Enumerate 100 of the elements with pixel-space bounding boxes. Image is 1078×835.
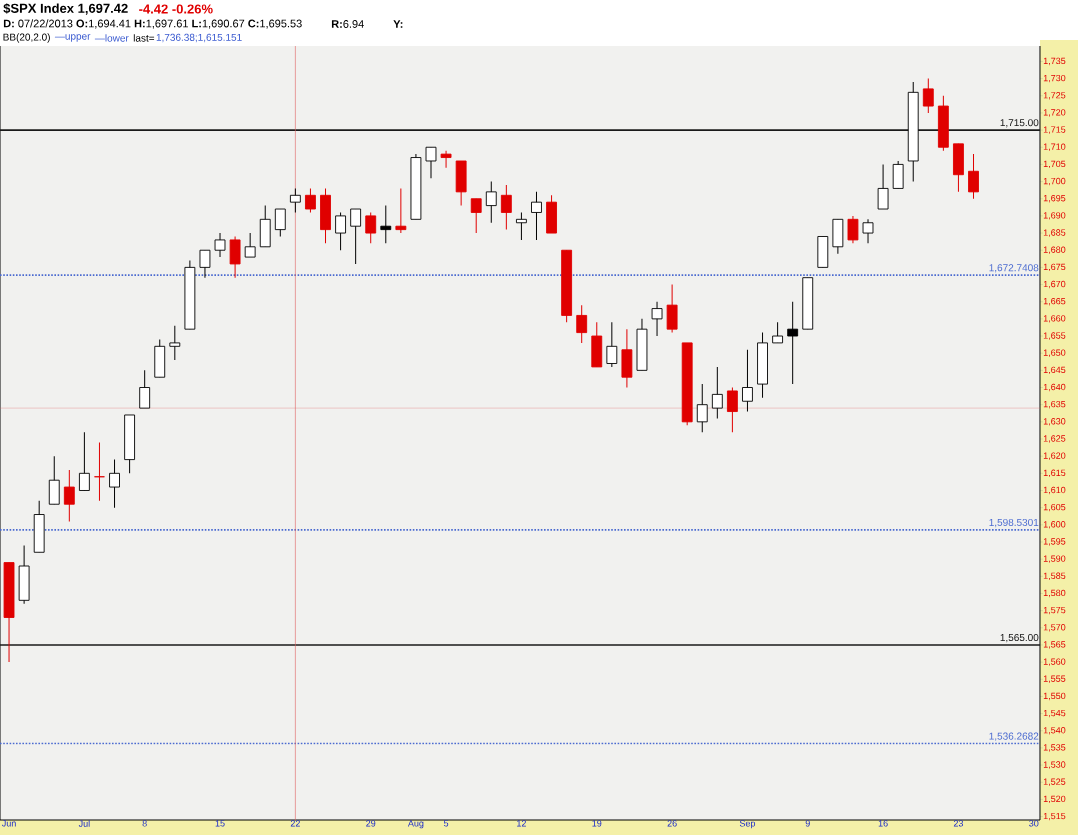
y-tick-label: 1,590 — [1043, 555, 1066, 563]
y-tick-label: 1,715 — [1043, 126, 1066, 134]
y-tick-label: 1,535 — [1043, 744, 1066, 752]
ref-line-label: 1,536.2682 — [989, 732, 1039, 741]
candlestick — [500, 184, 512, 231]
x-tick-label: 15 — [215, 820, 225, 827]
y-tick-label: 1,565 — [1043, 641, 1066, 649]
y-tick-label: 1,540 — [1043, 727, 1066, 735]
candlestick — [395, 187, 407, 234]
candlestick — [289, 187, 301, 213]
y-tick-label: 1,580 — [1043, 589, 1066, 598]
candlestick — [772, 321, 784, 344]
y-tick-label: 1,645 — [1043, 366, 1066, 375]
y-tick-label: 1,625 — [1043, 435, 1066, 443]
text: D: 07/22/2013 O:1,694.41 H:1,697.61 L:1,690.67 C:1,695.53 — [3, 19, 302, 29]
candlestick — [515, 211, 527, 241]
candlestick — [847, 215, 859, 244]
y-tick-label: 1,600 — [1043, 521, 1066, 529]
candlestick — [169, 325, 181, 361]
x-tick-label: 12 — [517, 820, 526, 827]
candlestick — [576, 304, 588, 344]
text: —lower — [94, 34, 129, 42]
y-tick-label: 1,720 — [1043, 109, 1066, 117]
y-tick-label: 1,530 — [1043, 761, 1066, 769]
x-tick-label: Jul — [78, 820, 90, 827]
x-tick-label: Aug — [407, 820, 424, 829]
y-tick-label: 1,660 — [1043, 315, 1066, 323]
x-tick-label: 8 — [142, 820, 147, 827]
text: 1,736.38;1,615.151 — [156, 33, 242, 43]
candlestick — [94, 441, 105, 502]
candlestick — [244, 232, 256, 258]
candlestick — [305, 187, 316, 213]
candlestick — [485, 181, 497, 224]
y-tick-label: 1,585 — [1043, 572, 1066, 581]
y-tick-label: 1,605 — [1043, 503, 1066, 512]
y-tick-label: 1,640 — [1043, 383, 1066, 392]
ref-line-label: 1,598.5301 — [989, 518, 1039, 528]
y-tick-label: 1,670 — [1043, 280, 1066, 289]
candlestick — [425, 146, 437, 179]
y-tick-label: 1,560 — [1043, 658, 1066, 666]
x-tick-label: 9 — [805, 820, 810, 827]
y-tick-label: 1,675 — [1043, 263, 1066, 272]
candlestick — [78, 431, 90, 491]
y-tick-label: 1,695 — [1043, 195, 1066, 203]
candlestick — [199, 249, 211, 279]
x-tick-label: 19 — [592, 820, 602, 827]
y-tick-label: 1,665 — [1043, 297, 1066, 306]
y-tick-label: 1,575 — [1043, 606, 1066, 615]
y-tick-label: 1,725 — [1043, 92, 1066, 100]
chart-title: $SPX Index 1,697.42 — [3, 3, 128, 15]
candlestick — [440, 150, 452, 169]
candlestick — [711, 366, 723, 419]
y-tick-label: 1,550 — [1043, 692, 1066, 701]
text: —upper — [54, 34, 91, 42]
y-tick-label: 1,570 — [1043, 624, 1066, 632]
text: R:6.94 — [331, 20, 364, 28]
y-tick-label: 1,595 — [1043, 538, 1066, 546]
x-tick-label: 29 — [366, 820, 376, 827]
candlestick — [274, 208, 286, 237]
candlestick — [470, 198, 482, 234]
candlestick — [214, 232, 226, 258]
y-tick-label: 1,730 — [1043, 74, 1066, 83]
ref-line-label: 1,672.7408 — [989, 264, 1039, 273]
y-tick-label: 1,700 — [1043, 177, 1066, 186]
x-tick-label: 26 — [667, 820, 677, 827]
y-tick-label: 1,635 — [1043, 400, 1066, 409]
y-tick-label: 1,650 — [1043, 349, 1066, 357]
text: last= — [133, 34, 155, 42]
y-tick-label: 1,705 — [1043, 160, 1066, 169]
ref-line-label: 1,715.00 — [1000, 119, 1039, 128]
y-tick-label: 1,545 — [1043, 709, 1066, 718]
candlestick — [109, 459, 120, 509]
candlestick — [651, 301, 663, 337]
candlestick — [335, 211, 346, 251]
candlestick — [63, 469, 75, 522]
text: Y: — [393, 20, 403, 28]
candlestick — [922, 78, 934, 114]
x-tick-label: 16 — [878, 820, 888, 827]
candlestick — [350, 208, 362, 265]
x-tick-label: Sep — [739, 820, 756, 829]
text: BB(20,2.0) — [3, 33, 50, 43]
x-tick-label: 23 — [953, 820, 964, 827]
candlestick — [862, 218, 874, 244]
y-tick-label: 1,685 — [1043, 229, 1066, 237]
x-tick-label: 22 — [290, 820, 300, 827]
candlestick — [726, 387, 738, 433]
y-tick-label: 1,555 — [1043, 675, 1066, 683]
y-tick-label: 1,515 — [1043, 812, 1066, 821]
y-tick-label: 1,735 — [1043, 57, 1066, 66]
candlestick — [877, 163, 889, 210]
candlestick — [139, 369, 151, 409]
candlestick — [365, 211, 377, 244]
y-tick-label: 1,615 — [1043, 469, 1066, 478]
y-tick-label: 1,525 — [1043, 778, 1066, 786]
candlestick — [968, 153, 979, 200]
y-tick-label: 1,610 — [1043, 486, 1066, 495]
candlestick — [380, 205, 392, 244]
y-tick-label: 1,520 — [1043, 795, 1066, 804]
ref-line-label: 1,565.00 — [1000, 633, 1039, 643]
candlestick — [606, 321, 618, 368]
